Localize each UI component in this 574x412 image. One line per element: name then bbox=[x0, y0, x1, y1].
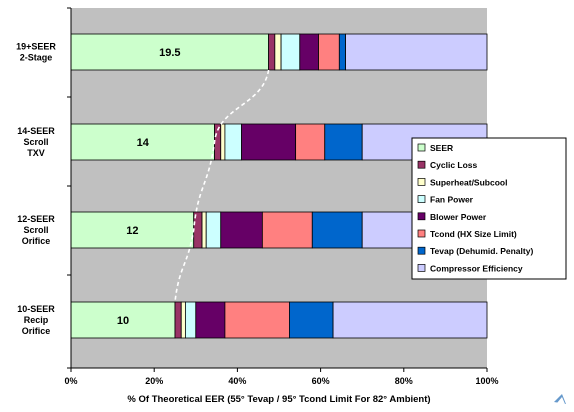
legend-label: Blower Power bbox=[430, 212, 487, 222]
legend-label: Tcond (HX Size Limit) bbox=[430, 229, 517, 239]
x-tick-label: 100% bbox=[475, 376, 498, 386]
bar-segment bbox=[70, 211, 195, 249]
legend-label: Fan Power bbox=[430, 195, 474, 205]
bar-segment bbox=[299, 33, 319, 71]
bar-segment bbox=[195, 301, 226, 339]
category-label: 10-SEER Recip Orifice bbox=[17, 304, 55, 336]
bar-segment bbox=[261, 211, 313, 249]
legend-box bbox=[411, 137, 567, 280]
legend-swatch bbox=[417, 246, 426, 255]
bar-segment bbox=[184, 301, 197, 339]
legend-swatch bbox=[417, 212, 426, 221]
bar-segment bbox=[318, 33, 340, 71]
x-axis-title: % Of Theoretical EER (55° Tevap / 95° Tc… bbox=[127, 394, 430, 405]
legend-label: SEER bbox=[430, 143, 453, 153]
legend-label: Compressor Efficiency bbox=[430, 263, 523, 273]
bar-segment bbox=[338, 33, 346, 71]
bar-segment bbox=[332, 301, 488, 339]
legend-swatch bbox=[417, 264, 426, 272]
bar-segment bbox=[180, 301, 186, 339]
legend-swatch bbox=[417, 143, 426, 152]
bar-segment bbox=[311, 211, 363, 249]
bar-segment bbox=[220, 123, 226, 161]
legend-label: Tevap (Dehumid. Penalty) bbox=[430, 246, 533, 256]
legend-label: Cyclic Loss bbox=[430, 160, 478, 170]
x-tick-label: 80% bbox=[395, 376, 413, 386]
bar-segment bbox=[201, 211, 207, 249]
bar-segment bbox=[324, 123, 363, 161]
data-label: 19.5 bbox=[159, 47, 180, 59]
bar-segment bbox=[345, 33, 488, 71]
seer-trend-line bbox=[174, 69, 270, 303]
legend-swatch bbox=[417, 160, 426, 169]
bar-segment bbox=[274, 33, 282, 71]
category-label: 19+SEER 2-Stage bbox=[16, 42, 56, 63]
category-label: 12-SEER Scroll Orifice bbox=[17, 214, 55, 246]
bar-segment bbox=[220, 211, 263, 249]
bar-segment bbox=[205, 211, 222, 249]
x-tick-label: 40% bbox=[228, 376, 246, 386]
data-label: 14 bbox=[137, 137, 150, 149]
bar-segment bbox=[70, 123, 215, 161]
legend-swatch bbox=[417, 229, 426, 238]
x-tick-label: 20% bbox=[145, 376, 163, 386]
bar-segment bbox=[280, 33, 301, 71]
bar-segment bbox=[268, 33, 276, 71]
x-tick-label: 60% bbox=[312, 376, 330, 386]
bar-segment bbox=[70, 301, 176, 339]
category-label: 14-SEER Scroll TXV bbox=[17, 126, 55, 158]
bar-segment bbox=[295, 123, 326, 161]
legend-label: Superheat/Subcool bbox=[430, 177, 507, 187]
bar-segment bbox=[224, 123, 242, 161]
bar-segment bbox=[174, 301, 182, 339]
bar-segment bbox=[224, 301, 290, 339]
corner-logo-icon bbox=[554, 394, 566, 404]
legend-swatch bbox=[417, 195, 426, 203]
legend-swatch bbox=[417, 178, 426, 186]
x-tick-label: 0% bbox=[64, 376, 77, 386]
bar-segment bbox=[241, 123, 297, 161]
bar-segment bbox=[70, 33, 270, 71]
data-label: 12 bbox=[126, 225, 138, 237]
data-label: 10 bbox=[117, 315, 129, 327]
bar-segment bbox=[288, 301, 334, 339]
